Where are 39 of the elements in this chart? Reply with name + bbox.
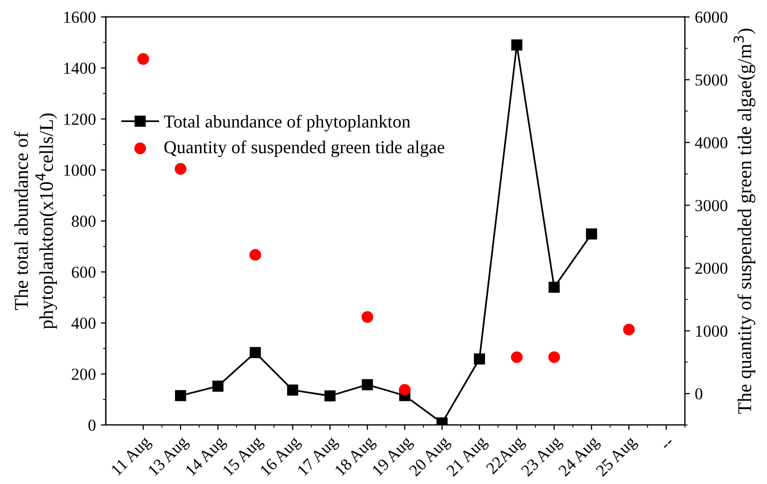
- point: [175, 390, 186, 402]
- y-tick-label: 400: [71, 318, 96, 329]
- y-axis-title: The total abundance of phytoplankton(x10$^{4}$cells/L): [14, 113, 58, 330]
- point: [324, 390, 336, 402]
- y2-tick-label: 0: [695, 388, 702, 400]
- y-tick-label: 1400: [64, 62, 96, 74]
- y2-tick-label: 2000: [695, 262, 728, 274]
- y-tick-label: 200: [72, 368, 96, 380]
- y-tick-label: 800: [72, 216, 96, 227]
- point: [287, 384, 298, 396]
- y2-axis-title: The quantity of suspended green tide algae(g/m$^{3}$): [734, 28, 756, 414]
- y-tick-label: 1200: [64, 114, 96, 125]
- y2-tick-label: 1000: [696, 325, 728, 337]
- point: [398, 384, 411, 396]
- y2-tick-label: 5000: [696, 74, 728, 86]
- point: [362, 379, 373, 390]
- legend-label: Total abundance of phytoplankton: [164, 114, 410, 132]
- point: [511, 39, 522, 51]
- point: [362, 311, 374, 323]
- x-tick-label: --: [664, 440, 672, 448]
- y2-tick-label: 4000: [694, 137, 728, 148]
- point: [137, 53, 150, 65]
- y2-tick-label: 3000: [695, 200, 728, 212]
- y-tick-label: 600: [72, 266, 96, 278]
- point: [510, 351, 523, 364]
- y2-tick-label: 6000: [695, 12, 728, 23]
- y-tick-label: 1600: [64, 12, 96, 23]
- point: [586, 228, 598, 240]
- point: [174, 163, 186, 175]
- y-tick-label: 0: [88, 420, 96, 431]
- point: [548, 282, 560, 293]
- point: [548, 351, 560, 364]
- point: [623, 324, 635, 336]
- point: [212, 380, 224, 392]
- legend-label: Quantity of suspended green tide algae: [164, 140, 444, 158]
- y-tick-label: 1000: [64, 164, 96, 176]
- point: [474, 353, 486, 364]
- point: [250, 346, 261, 358]
- point: [249, 249, 262, 261]
